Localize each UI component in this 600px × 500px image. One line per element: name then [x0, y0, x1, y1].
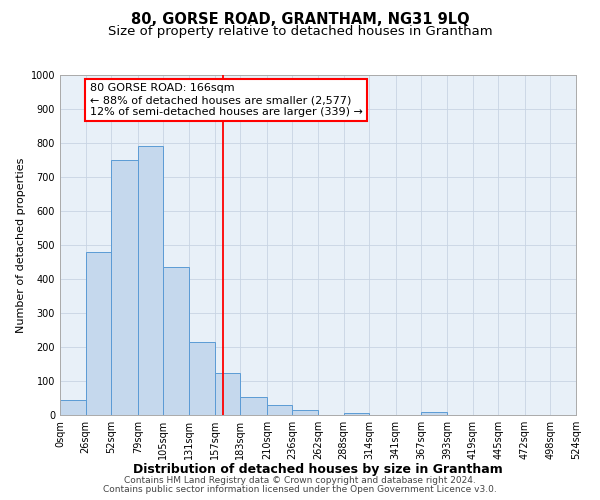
Bar	[86, 252, 111, 415]
Bar	[267, 406, 292, 415]
Bar	[240, 398, 267, 415]
Bar	[60, 400, 86, 415]
X-axis label: Distribution of detached houses by size in Grantham: Distribution of detached houses by size …	[133, 464, 503, 476]
Bar	[111, 160, 138, 415]
Y-axis label: Number of detached properties: Number of detached properties	[16, 158, 26, 332]
Bar	[292, 410, 318, 415]
Bar	[138, 146, 163, 415]
Bar	[421, 412, 447, 415]
Bar	[344, 412, 369, 415]
Text: 80, GORSE ROAD, GRANTHAM, NG31 9LQ: 80, GORSE ROAD, GRANTHAM, NG31 9LQ	[131, 12, 469, 28]
Text: Contains HM Land Registry data © Crown copyright and database right 2024.: Contains HM Land Registry data © Crown c…	[124, 476, 476, 485]
Bar	[189, 342, 215, 415]
Text: Contains public sector information licensed under the Open Government Licence v3: Contains public sector information licen…	[103, 485, 497, 494]
Bar	[215, 372, 240, 415]
Bar	[163, 267, 189, 415]
Text: 80 GORSE ROAD: 166sqm
← 88% of detached houses are smaller (2,577)
12% of semi-d: 80 GORSE ROAD: 166sqm ← 88% of detached …	[89, 84, 362, 116]
Text: Size of property relative to detached houses in Grantham: Size of property relative to detached ho…	[107, 25, 493, 38]
